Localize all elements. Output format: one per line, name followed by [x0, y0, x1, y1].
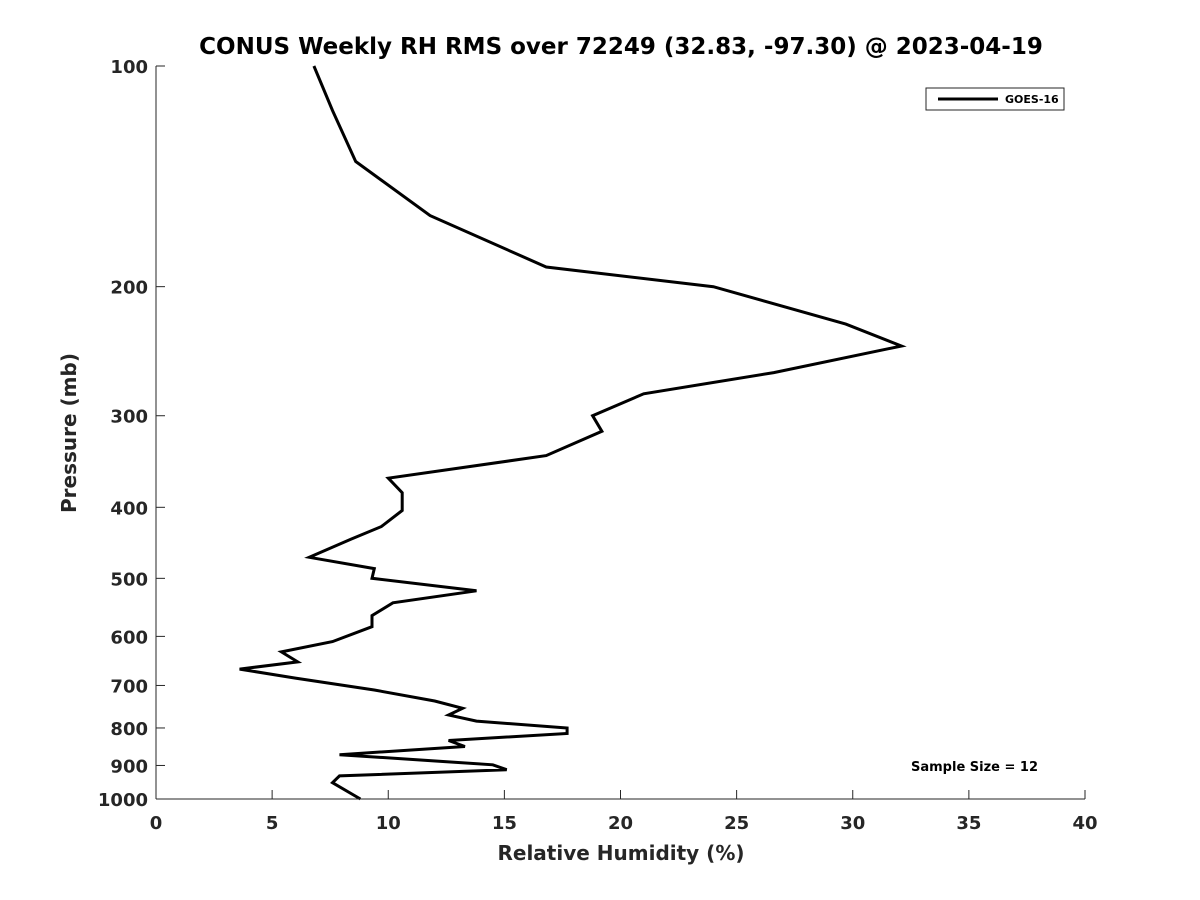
y-tick-label: 100 — [110, 57, 148, 78]
y-axis-ticks: 100 200 300 400 500 600 700 800 900 1000 — [98, 57, 165, 811]
legend: GOES-16 — [925, 87, 1065, 111]
y-tick-label: 200 — [110, 278, 148, 299]
x-tick-label: 5 — [266, 813, 279, 834]
x-tick-label: 0 — [150, 813, 163, 834]
y-tick-label: 500 — [110, 569, 148, 590]
y-tick-label: 1000 — [98, 790, 148, 811]
x-tick-label: 15 — [492, 813, 517, 834]
series-layer — [239, 65, 907, 801]
sample-size-annotation: Sample Size = 12 — [911, 760, 1038, 775]
x-tick-label: 40 — [1072, 813, 1097, 834]
chart-title: CONUS Weekly RH RMS over 72249 (32.83, -… — [199, 34, 1043, 60]
y-tick-label: 400 — [110, 498, 148, 519]
x-tick-label: 20 — [608, 813, 633, 834]
x-tick-label: 25 — [724, 813, 749, 834]
plot-area — [156, 66, 1085, 799]
x-tick-label: 30 — [840, 813, 865, 834]
x-axis-label: Relative Humidity (%) — [497, 841, 744, 865]
x-axis-ticks: 0 5 10 15 20 25 30 35 40 — [150, 790, 1098, 834]
y-axis-label: Pressure (mb) — [57, 353, 81, 513]
y-tick-label: 900 — [110, 756, 148, 777]
legend-entry-goes-16: GOES-16 — [1005, 93, 1059, 106]
y-tick-label: 300 — [110, 407, 148, 428]
y-tick-label: 600 — [110, 627, 148, 648]
y-tick-label: 700 — [110, 676, 148, 697]
y-tick-label: 800 — [110, 719, 148, 740]
series-line-goes-16 — [239, 65, 907, 801]
x-tick-label: 35 — [956, 813, 981, 834]
x-tick-label: 10 — [376, 813, 401, 834]
